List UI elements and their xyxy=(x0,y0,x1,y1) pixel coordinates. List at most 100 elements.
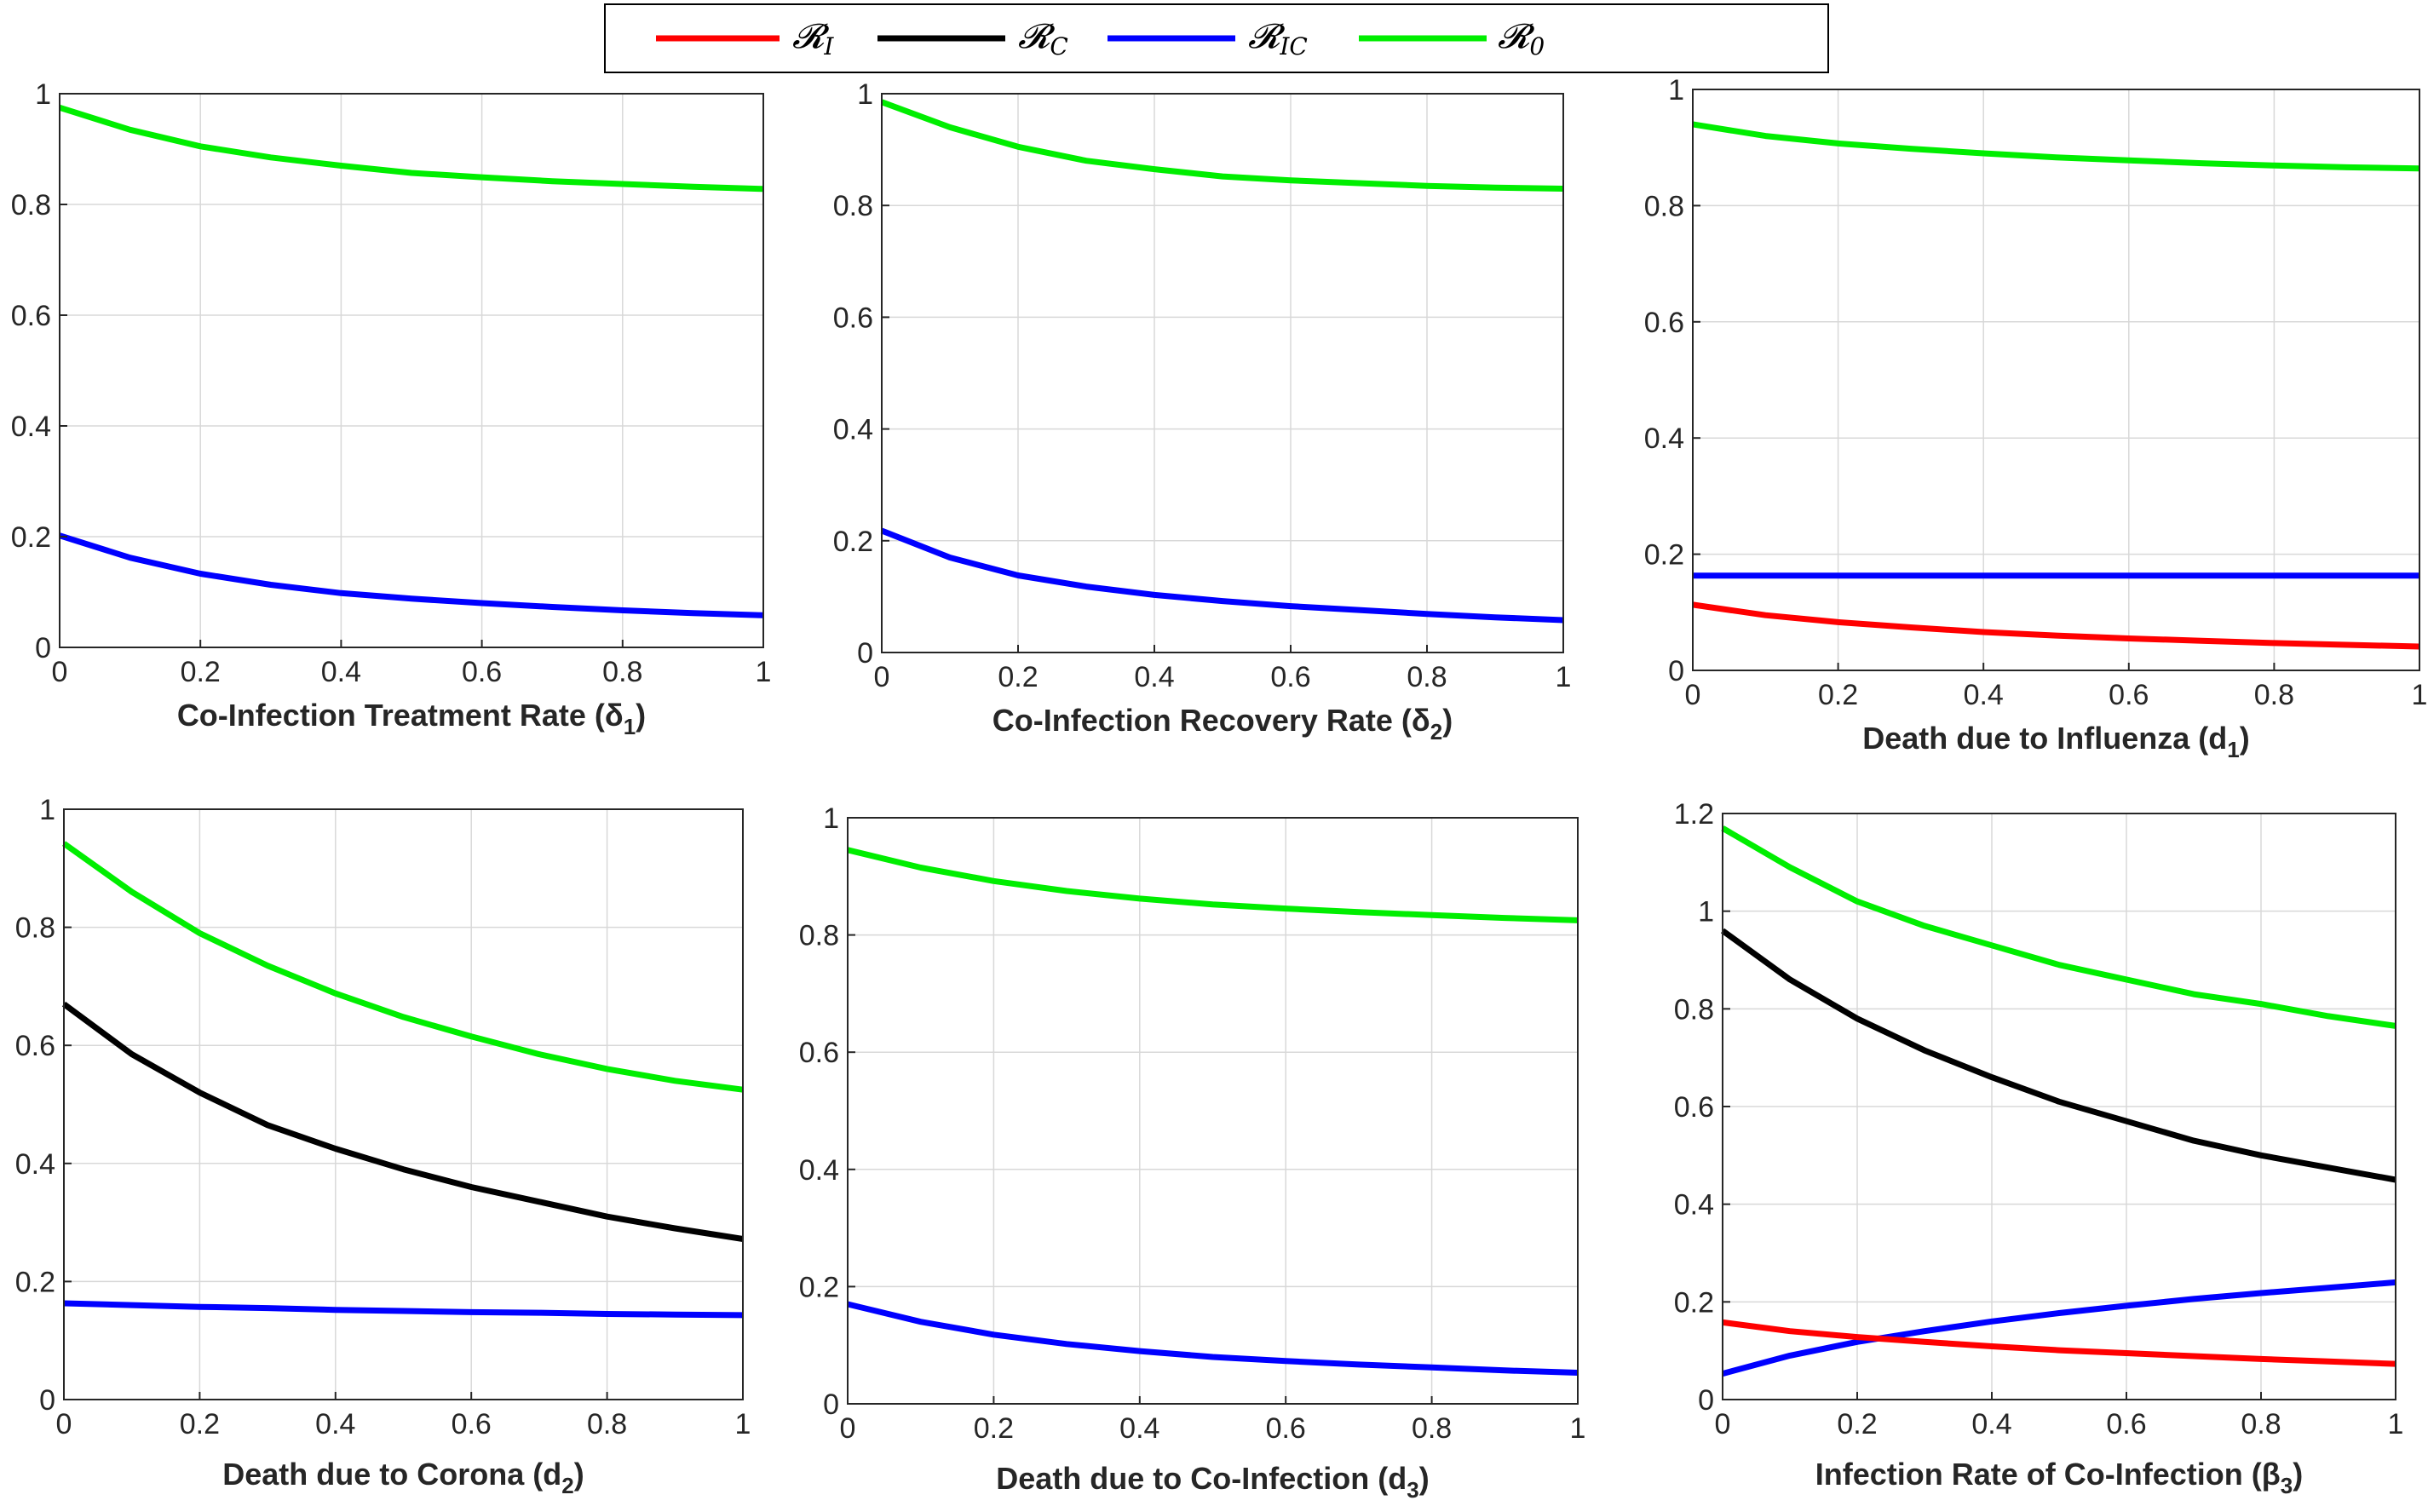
y-tick-label: 0.2 xyxy=(1674,1286,1714,1319)
chart-panel-5: 0 0.2 0.4 0.6 0.8 1 0 0.2 0.4 0.6 0.8 1 Death due to… xyxy=(799,802,1586,1503)
x-tick-label: 0.2 xyxy=(181,656,221,688)
y-tick-label: 0.6 xyxy=(1644,307,1684,339)
x-tick-label: 0.8 xyxy=(1412,1412,1452,1445)
y-tick-label: 1 xyxy=(39,794,55,826)
x-tick-label: 0.6 xyxy=(452,1408,492,1440)
y-tick-label: 0.8 xyxy=(1674,993,1714,1026)
x-axis-label: Co-Infection Recovery Rate (δ2) xyxy=(992,703,1453,745)
series-line-ri xyxy=(1692,601,2420,650)
x-axis-label: Death due to Co-Infection (d3) xyxy=(996,1461,1429,1503)
y-tick-label: 0.4 xyxy=(1674,1189,1714,1222)
series-line-r0 xyxy=(1692,121,2420,172)
axes-frame xyxy=(59,93,764,648)
y-tick-label: 0.4 xyxy=(833,414,873,446)
x-axis-label: Death due to Corona (d2) xyxy=(222,1457,584,1498)
x-tick-label: 0.4 xyxy=(1119,1412,1159,1445)
y-tick-label: 1 xyxy=(1668,74,1684,106)
x-tick-label: 0.2 xyxy=(1818,679,1858,711)
x-tick-label: 1 xyxy=(2388,1408,2404,1440)
x-tick-label: 0.6 xyxy=(462,656,502,688)
x-tick-label: 0 xyxy=(874,661,890,693)
y-tick-label: 0 xyxy=(1668,655,1684,687)
y-tick-label: 1 xyxy=(1698,896,1714,928)
x-tick-label: 1 xyxy=(1570,1412,1586,1445)
y-tick-label: 1 xyxy=(35,78,51,111)
x-tick-label: 0.2 xyxy=(180,1408,220,1440)
axes-frame xyxy=(847,817,1579,1405)
series-line-r0 xyxy=(58,104,764,193)
series-line-rc xyxy=(61,1001,744,1242)
y-tick-label: 0 xyxy=(39,1384,55,1417)
x-tick-label: 0.8 xyxy=(602,656,642,688)
y-tick-label: 1 xyxy=(823,802,839,835)
series-line-ric xyxy=(63,1300,744,1319)
y-tick-label: 0.8 xyxy=(799,920,839,952)
x-axis-label: Death due to Influenza (d1) xyxy=(1862,721,2249,762)
x-tick-label: 0.8 xyxy=(587,1408,627,1440)
x-tick-label: 1 xyxy=(1556,661,1572,693)
y-tick-label: 1 xyxy=(857,78,873,111)
series-line-ric xyxy=(880,527,1564,624)
legend-entry-ri: 𝓡I xyxy=(656,17,834,60)
legend-label-ric: 𝓡IC xyxy=(1248,17,1308,60)
x-tick-label: 0.6 xyxy=(1270,661,1310,693)
y-tick-label: 0 xyxy=(823,1388,839,1421)
series-line-ric xyxy=(1722,1279,2396,1377)
x-axis-label: Infection Rate of Co-Infection (β3) xyxy=(1815,1457,2303,1498)
y-tick-label: 0.4 xyxy=(1644,423,1684,455)
y-tick-label: 0.2 xyxy=(11,521,51,554)
x-tick-label: 0.8 xyxy=(2241,1408,2281,1440)
x-tick-label: 0 xyxy=(1715,1408,1731,1440)
x-tick-label: 0.8 xyxy=(1407,661,1447,693)
x-tick-label: 1 xyxy=(756,656,772,688)
legend-entry-ric: 𝓡IC xyxy=(1108,17,1308,60)
y-tick-label: 0.6 xyxy=(15,1030,55,1062)
x-tick-label: 1 xyxy=(2412,679,2428,711)
legend-label-rc: 𝓡C xyxy=(1018,17,1068,60)
x-tick-label: 0.4 xyxy=(1134,661,1174,693)
x-tick-label: 0.6 xyxy=(1266,1412,1306,1445)
series-line-ri xyxy=(1722,1319,2396,1367)
x-tick-label: 0.6 xyxy=(2109,679,2149,711)
x-tick-label: 0.4 xyxy=(1971,1408,2011,1440)
series-line-r0 xyxy=(1721,825,2396,1029)
y-tick-label: 0 xyxy=(1698,1384,1714,1417)
x-tick-label: 0.4 xyxy=(315,1408,355,1440)
x-tick-label: 0.4 xyxy=(321,656,361,688)
x-tick-label: 0 xyxy=(52,656,68,688)
x-tick-label: 0.2 xyxy=(974,1412,1014,1445)
y-tick-label: 0.8 xyxy=(15,912,55,945)
y-tick-label: 1.2 xyxy=(1674,798,1714,831)
legend-label-ri: 𝓡I xyxy=(792,17,834,60)
axes-frame xyxy=(63,808,744,1400)
y-tick-label: 0.6 xyxy=(1674,1091,1714,1124)
y-tick-label: 0.2 xyxy=(833,526,873,558)
series-line-ric xyxy=(847,1301,1579,1376)
y-tick-label: 0.6 xyxy=(799,1037,839,1069)
y-tick-label: 0.8 xyxy=(833,190,873,222)
y-tick-label: 0.2 xyxy=(15,1266,55,1298)
y-tick-label: 0.8 xyxy=(11,189,51,221)
chart-panel-4: 0 0.2 0.4 0.6 0.8 1 0 0.2 0.4 0.6 0.8 1 Death due to… xyxy=(15,794,751,1498)
axes-frame xyxy=(1692,89,2420,671)
y-tick-label: 0.6 xyxy=(833,302,873,334)
y-tick-label: 0.2 xyxy=(1644,539,1684,572)
legend-entry-rc: 𝓡C xyxy=(877,17,1068,60)
chart-panel-6: 0 0.2 0.4 0.6 0.8 1 0 0.2 0.4 0.6 0.8 1 1.2 Infection… xyxy=(1674,798,2404,1498)
x-tick-label: 0.6 xyxy=(2106,1408,2146,1440)
y-tick-label: 0.4 xyxy=(799,1154,839,1187)
series-line-r0 xyxy=(880,99,1564,192)
legend-label-r0: 𝓡0 xyxy=(1498,17,1545,60)
plot-area xyxy=(64,809,743,1400)
chart-panel-1: 0 0.2 0.4 0.6 0.8 1 0 0.2 0.4 0.6 0.8 1 Co-Infection… xyxy=(11,78,772,739)
x-tick-label: 0.2 xyxy=(1837,1408,1877,1440)
y-tick-label: 0 xyxy=(857,637,873,670)
y-tick-label: 0.8 xyxy=(1644,190,1684,222)
x-tick-label: 0 xyxy=(840,1412,856,1445)
x-tick-label: 0.4 xyxy=(1964,679,2004,711)
x-tick-label: 0 xyxy=(56,1408,72,1440)
x-tick-label: 0.2 xyxy=(998,661,1038,693)
plot-area xyxy=(1693,89,2419,670)
chart-panel-3: 0 0.2 0.4 0.6 0.8 1 0 0.2 0.4 0.6 0.8 1 Death due to… xyxy=(1644,74,2428,762)
